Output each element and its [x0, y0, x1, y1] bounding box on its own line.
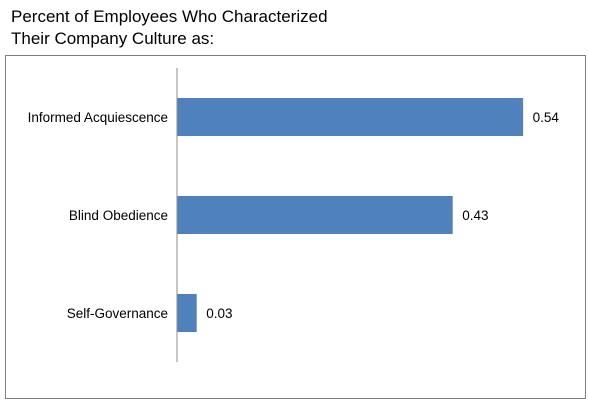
category-label: Self-Governance	[67, 306, 168, 321]
category-label: Blind Obedience	[69, 208, 168, 223]
bar-chart: Informed Acquiescence 0.54 Blind Obedience…	[28, 68, 560, 362]
bar-informed-acquiescence	[177, 98, 524, 136]
data-label: 0.54	[533, 110, 560, 125]
chart-title: Percent of Employees Who Characterized T…	[11, 6, 571, 50]
chart-title-line-1: Percent of Employees Who Characterized	[11, 7, 328, 26]
data-label: 0.43	[462, 208, 488, 223]
chart-area: Informed Acquiescence 0.54 Blind Obedience…	[5, 55, 586, 399]
bar-blind-obedience	[177, 196, 453, 234]
bar-self-governance	[177, 294, 197, 332]
data-label: 0.03	[206, 306, 232, 321]
category-label: Informed Acquiescence	[28, 110, 168, 125]
chart-title-line-2: Their Company Culture as:	[11, 29, 215, 48]
